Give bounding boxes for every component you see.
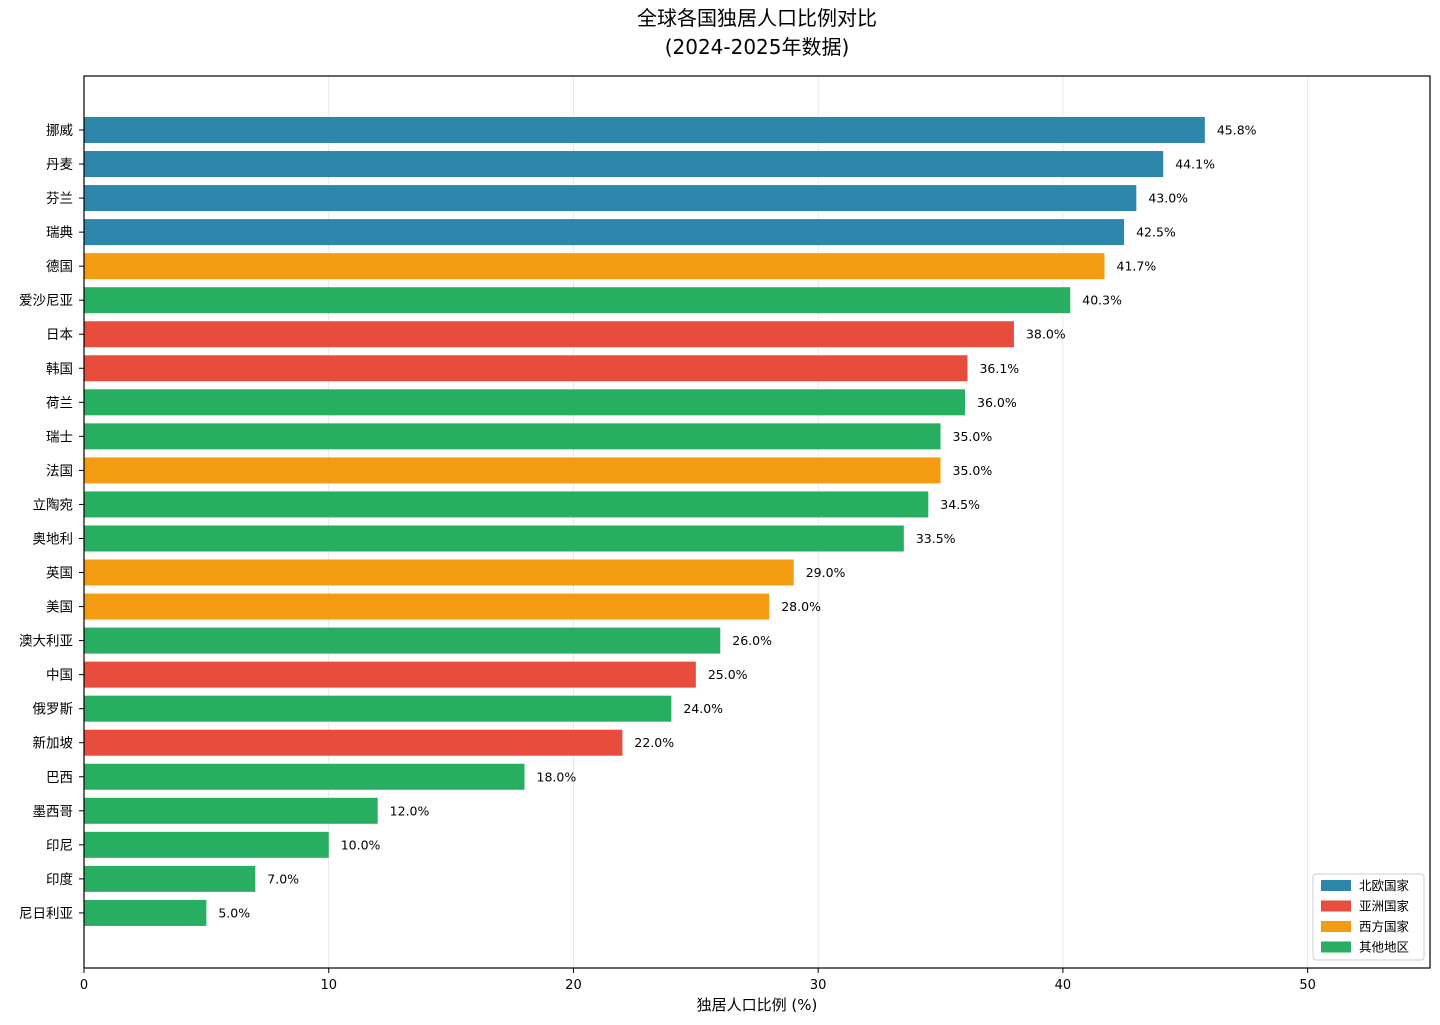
bar-value-label: 12.0% bbox=[390, 803, 430, 818]
x-axis-ticks: 0 10 20 30 40 50 bbox=[80, 968, 1316, 993]
plot-frame bbox=[83, 75, 1431, 969]
bar bbox=[84, 627, 721, 654]
bar bbox=[84, 763, 525, 790]
x-tick-label: 30 bbox=[810, 978, 827, 993]
legend-label: 亚洲国家 bbox=[1359, 899, 1410, 914]
bar-value-label: 38.0% bbox=[1026, 327, 1066, 342]
legend-label: 西方国家 bbox=[1359, 919, 1410, 934]
bar bbox=[84, 355, 968, 382]
bar-value-label: 10.0% bbox=[341, 837, 381, 852]
bar-value-label: 18.0% bbox=[537, 769, 577, 784]
category-label: 日本 bbox=[46, 327, 73, 343]
category-label: 韩国 bbox=[46, 361, 73, 377]
category-label: 英国 bbox=[46, 565, 73, 582]
bars: 45.8% 44.1% 43.0% 42.5% 41.7% 40.3% 38.0% 36.1%… bbox=[84, 117, 1257, 926]
category-label: 挪威 bbox=[46, 123, 73, 139]
bar-value-label: 29.0% bbox=[806, 565, 846, 580]
bar bbox=[84, 661, 696, 688]
bar bbox=[84, 559, 794, 586]
x-axis-title: 独居人口比例 (%) bbox=[697, 996, 818, 1014]
bar bbox=[84, 423, 941, 450]
bar bbox=[84, 899, 207, 926]
category-label: 丹麦 bbox=[46, 157, 73, 173]
legend-swatch bbox=[1321, 900, 1351, 912]
bar-value-label: 28.0% bbox=[781, 599, 821, 614]
category-label: 新加坡 bbox=[33, 736, 74, 752]
bar-value-label: 26.0% bbox=[732, 633, 772, 648]
bar-value-label: 43.0% bbox=[1148, 191, 1188, 206]
bar-value-label: 35.0% bbox=[953, 463, 993, 478]
category-label: 立陶宛 bbox=[33, 497, 74, 513]
bar-value-label: 36.1% bbox=[979, 361, 1019, 376]
bar-value-label: 33.5% bbox=[916, 531, 956, 546]
category-label: 瑞士 bbox=[46, 429, 73, 445]
x-tick-label: 0 bbox=[80, 978, 88, 993]
category-label: 印度 bbox=[46, 872, 73, 888]
bar bbox=[84, 151, 1164, 178]
chart-title: 全球各国独居人口比例对比 bbox=[637, 6, 877, 30]
category-label: 德国 bbox=[46, 259, 73, 275]
bar bbox=[84, 219, 1125, 246]
legend-label: 其他地区 bbox=[1359, 940, 1409, 955]
bar bbox=[84, 831, 329, 858]
bar-value-label: 7.0% bbox=[267, 871, 299, 886]
bar bbox=[84, 117, 1205, 143]
category-label: 中国 bbox=[46, 668, 73, 684]
bar-value-label: 36.0% bbox=[977, 395, 1017, 410]
bar-value-label: 40.3% bbox=[1082, 293, 1122, 308]
x-tick-label: 20 bbox=[565, 978, 582, 993]
bar-value-label: 25.0% bbox=[708, 667, 748, 682]
bar-value-label: 35.0% bbox=[953, 429, 993, 444]
bar bbox=[84, 525, 904, 552]
category-label: 奥地利 bbox=[33, 530, 74, 547]
bar bbox=[84, 865, 256, 892]
bar bbox=[84, 593, 770, 620]
bar-value-label: 22.0% bbox=[634, 735, 674, 750]
category-label: 墨西哥 bbox=[33, 804, 74, 820]
chart-subtitle: (2024-2025年数据) bbox=[665, 35, 850, 59]
category-label: 印尼 bbox=[46, 838, 73, 854]
bar-value-label: 45.8% bbox=[1217, 123, 1257, 138]
bar bbox=[84, 389, 966, 416]
category-label: 法国 bbox=[46, 463, 73, 479]
category-label: 尼日利亚 bbox=[19, 906, 73, 922]
bar bbox=[84, 491, 929, 518]
bar-value-label: 5.0% bbox=[218, 905, 250, 920]
legend-swatch bbox=[1321, 941, 1351, 953]
category-label: 爱沙尼亚 bbox=[19, 293, 73, 309]
category-label: 俄罗斯 bbox=[33, 702, 74, 718]
bar-value-label: 24.0% bbox=[683, 701, 723, 716]
bar bbox=[84, 695, 672, 722]
bar-value-label: 44.1% bbox=[1175, 157, 1215, 172]
category-label: 澳大利亚 bbox=[19, 634, 73, 650]
bar bbox=[84, 185, 1137, 212]
bar-value-label: 34.5% bbox=[940, 497, 980, 512]
legend-box bbox=[1312, 873, 1425, 961]
bar bbox=[84, 253, 1105, 280]
x-tick-label: 40 bbox=[1055, 978, 1072, 993]
legend-label: 北欧国家 bbox=[1359, 878, 1410, 893]
bar bbox=[84, 457, 941, 484]
category-label: 芬兰 bbox=[46, 191, 73, 207]
category-label: 瑞典 bbox=[46, 225, 73, 241]
bar bbox=[84, 797, 378, 824]
x-tick-label: 10 bbox=[320, 978, 337, 993]
bar bbox=[84, 287, 1071, 314]
category-label: 美国 bbox=[46, 600, 73, 616]
category-label: 巴西 bbox=[46, 770, 73, 786]
bar bbox=[84, 729, 623, 756]
bar-value-label: 41.7% bbox=[1117, 259, 1157, 274]
bar-value-label: 42.5% bbox=[1136, 225, 1176, 240]
y-axis-categories: 挪威丹麦芬兰瑞典德国爱沙尼亚日本韩国荷兰瑞士法国立陶宛奥地利英国美国澳大利亚中国… bbox=[19, 123, 84, 922]
legend-swatch bbox=[1321, 880, 1351, 891]
category-label: 荷兰 bbox=[46, 395, 73, 411]
x-tick-label: 50 bbox=[1299, 978, 1316, 993]
legend-swatch bbox=[1321, 921, 1351, 932]
bar bbox=[84, 321, 1014, 348]
